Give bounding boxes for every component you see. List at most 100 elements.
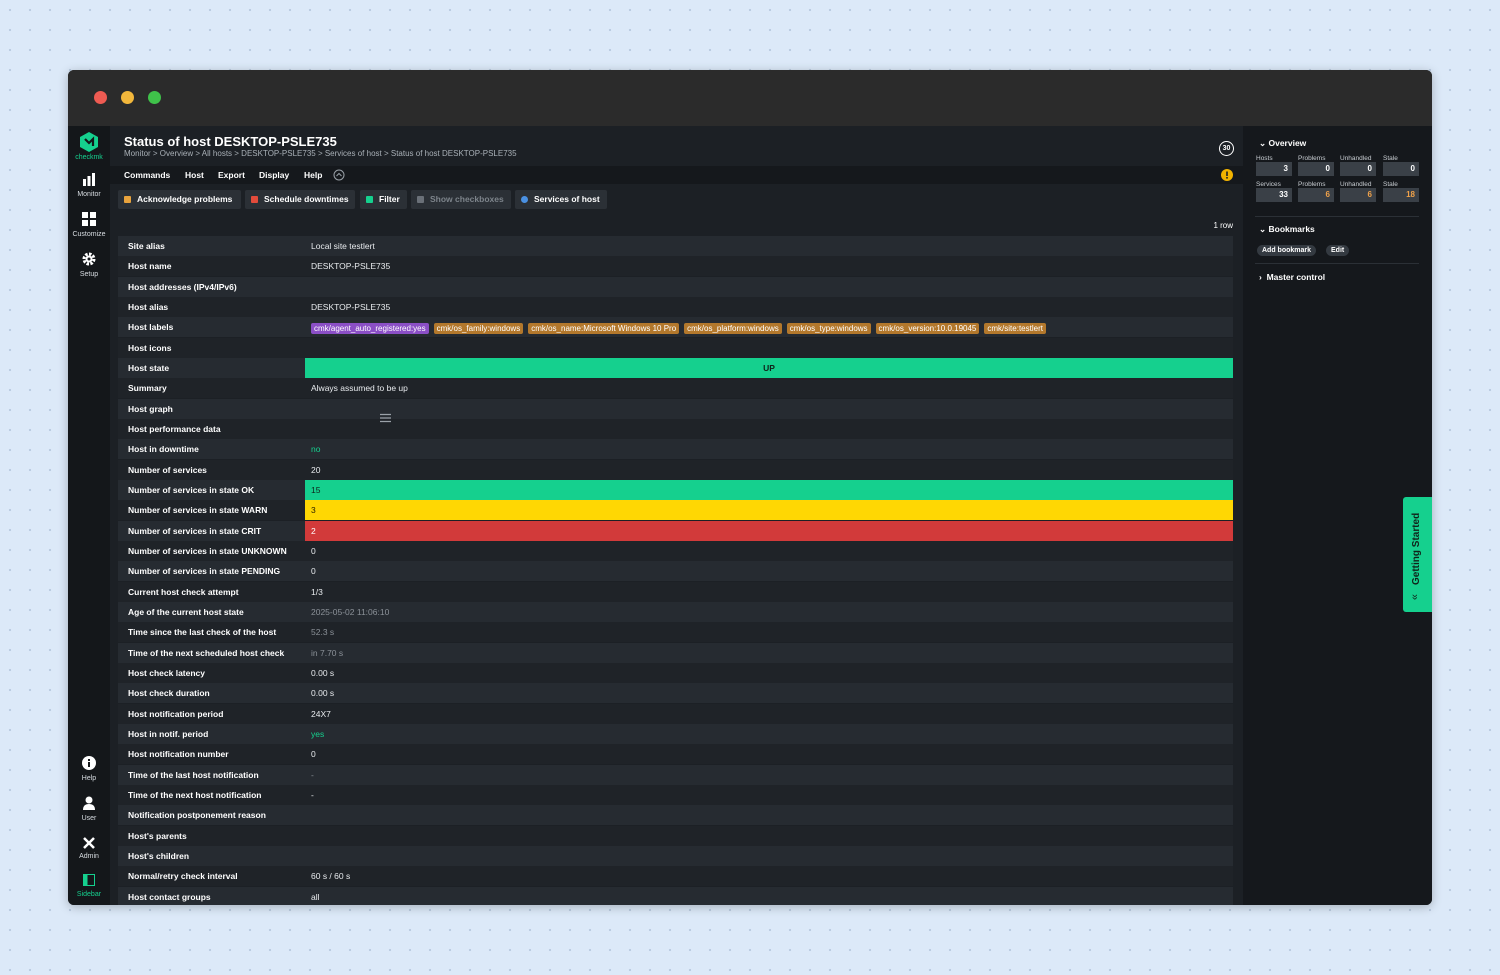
row-value-cell: 0.00 s	[305, 663, 1233, 683]
row-label: Host notification period	[128, 708, 224, 719]
table-row: Host name DESKTOP-PSLE735	[118, 256, 1233, 277]
row-value: DESKTOP-PSLE735	[311, 261, 391, 272]
breadcrumb[interactable]: Monitor > Overview > All hosts > DESKTOP…	[124, 149, 517, 158]
stat-header: Stale	[1383, 155, 1398, 162]
row-label: Host check duration	[128, 688, 210, 699]
nav-bar: checkmk Monitor Customize Setup Help Use…	[68, 126, 110, 905]
row-value-cell	[305, 419, 1233, 439]
help-icon[interactable]	[82, 756, 96, 770]
row-value: DESKTOP-PSLE735	[311, 301, 391, 312]
host-label[interactable]: cmk/site:testlert	[984, 322, 1046, 334]
toolbar-button[interactable]: Show checkboxes	[411, 190, 511, 209]
table-row: Time of the next scheduled host check in …	[118, 642, 1233, 663]
table-row: Host check duration 0.00 s	[118, 683, 1233, 704]
table-row: Host labels cmk/agent_auto_registered:yes…	[118, 317, 1233, 338]
row-value-cell: no	[305, 439, 1233, 459]
overview-title[interactable]: ⌄ Overview	[1259, 138, 1306, 149]
menu-item[interactable]: Help	[304, 170, 323, 180]
row-value: 0	[311, 566, 316, 577]
toolbar-button[interactable]: Acknowledge problems	[118, 190, 241, 209]
table-row: Host graph	[118, 398, 1233, 419]
getting-started-tab[interactable]: Getting Started «	[1403, 497, 1432, 612]
user-icon[interactable]	[82, 796, 96, 810]
row-label: Host graph	[128, 403, 173, 414]
nav-label[interactable]: User	[81, 815, 97, 822]
stat-value[interactable]: 0	[1298, 162, 1334, 176]
menu-item[interactable]: Host	[185, 170, 204, 180]
sidebar: ⌄ Overview ⌄ Bookmarks Add bookmark Edit…	[1243, 126, 1432, 905]
row-value-cell: 0	[305, 541, 1233, 561]
table-row: Host's children	[118, 845, 1233, 866]
master-control-title[interactable]: › Master control	[1259, 272, 1325, 282]
row-value-cell: UP	[305, 357, 1233, 378]
stat-value[interactable]: 0	[1383, 162, 1419, 176]
nav-label[interactable]: Admin	[79, 853, 99, 860]
row-value: 0.00 s	[311, 688, 335, 699]
row-value: 2025-05-02 11:06:10	[311, 606, 390, 617]
row-value-cell: cmk/agent_auto_registered:yes cmk/os_fami…	[305, 317, 1233, 337]
add-bookmark-button[interactable]: Add bookmark	[1257, 245, 1317, 256]
host-icon-menu[interactable]	[380, 413, 391, 423]
stat-value[interactable]: 18	[1383, 188, 1419, 202]
row-value-cell	[305, 338, 1233, 358]
row-value: yes	[311, 728, 325, 739]
host-label[interactable]: cmk/os_type:windows	[786, 322, 871, 334]
table-row: Number of services in state UNKNOWN 0	[118, 540, 1233, 561]
table-row: Host addresses (IPv4/IPv6)	[118, 276, 1233, 297]
table-row: Current host check attempt 1/3	[118, 581, 1233, 602]
toolbar-button[interactable]: Services of host	[515, 190, 607, 209]
table-row: Host alias DESKTOP-PSLE735	[118, 296, 1233, 317]
stat-header: Problems	[1298, 155, 1326, 162]
bookmarks-title[interactable]: ⌄ Bookmarks	[1259, 224, 1315, 235]
row-label: Age of the current host state	[128, 606, 244, 617]
admin-icon[interactable]	[82, 836, 96, 849]
menu-item[interactable]: Export	[218, 170, 245, 180]
logo[interactable]	[79, 131, 99, 153]
nav-label[interactable]: Sidebar	[76, 891, 102, 898]
row-label: Host's children	[128, 850, 190, 861]
table-row: Time of the last host notification -	[118, 764, 1233, 785]
row-value: 1/3	[311, 586, 323, 597]
nav-label[interactable]: Help	[81, 775, 97, 782]
sidebar-icon[interactable]	[83, 874, 95, 886]
edit-button[interactable]: Edit	[1326, 245, 1350, 256]
customize-icon[interactable]	[82, 212, 96, 226]
stat-value[interactable]: 6	[1340, 188, 1376, 202]
toolbar-button[interactable]: Filter	[360, 190, 407, 209]
menu-item[interactable]: Commands	[124, 170, 171, 180]
stat-value[interactable]: 33	[1256, 188, 1292, 202]
menu-item[interactable]: Display	[259, 170, 290, 180]
row-label: Host's parents	[128, 830, 187, 841]
row-label: Number of services in state OK	[128, 484, 255, 495]
nav-label[interactable]: Setup	[79, 271, 99, 278]
row-value-cell: Local site testlert	[305, 236, 1233, 256]
row-value-cell: -	[305, 765, 1233, 785]
nav-label[interactable]: Monitor	[77, 191, 101, 198]
host-label[interactable]: cmk/os_version:10.0.19045	[875, 322, 980, 334]
host-label[interactable]: cmk/os_platform:windows	[684, 322, 782, 334]
menu-collapse-icon[interactable]	[333, 169, 345, 181]
row-value-cell: 2025-05-02 11:06:10	[305, 602, 1233, 622]
host-label[interactable]: cmk/agent_auto_registered:yes	[311, 322, 429, 334]
warning-icon[interactable]	[1221, 169, 1233, 181]
row-value-cell: 0	[305, 744, 1233, 764]
row-value: 0	[311, 545, 316, 556]
monitor-icon[interactable]	[82, 173, 96, 186]
stat-value[interactable]: 0	[1340, 162, 1376, 176]
row-value-cell: yes	[305, 724, 1233, 744]
setup-icon[interactable]	[82, 252, 96, 266]
refresh-counter[interactable]: 30	[1219, 141, 1234, 156]
toolbar-button[interactable]: Schedule downtimes	[245, 190, 355, 209]
host-label[interactable]: cmk/os_family:windows	[433, 322, 524, 334]
nav-label[interactable]: Customize	[72, 231, 106, 238]
minimize-button[interactable]	[121, 91, 134, 104]
row-value: UP	[763, 362, 775, 373]
row-value: 3	[311, 505, 316, 516]
toolbar-icon	[521, 196, 528, 203]
stat-value[interactable]: 3	[1256, 162, 1292, 176]
zoom-button[interactable]	[148, 91, 161, 104]
host-label[interactable]: cmk/os_name:Microsoft Windows 10 Pro	[528, 322, 680, 334]
stat-value[interactable]: 6	[1298, 188, 1334, 202]
close-button[interactable]	[94, 91, 107, 104]
